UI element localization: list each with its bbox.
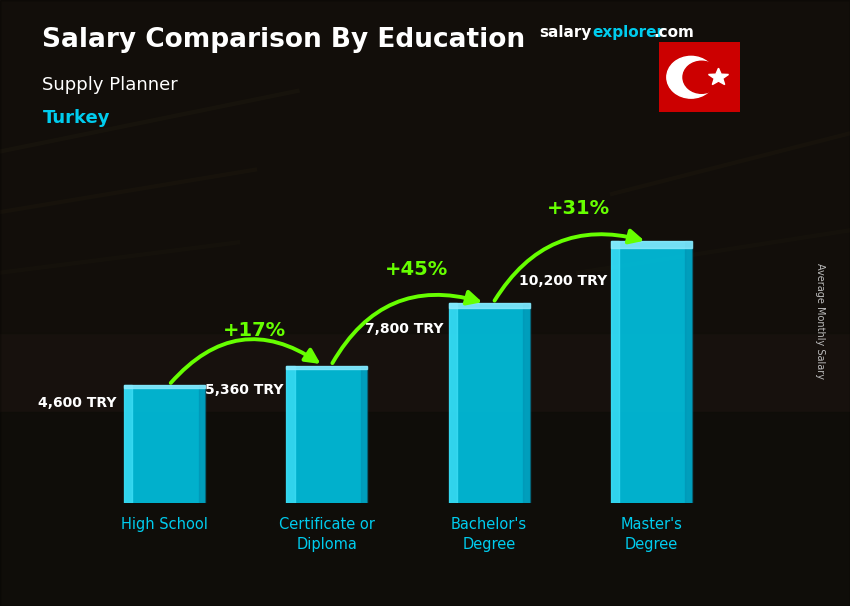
Text: +45%: +45% [384,261,448,279]
Bar [199,385,206,503]
Bar [286,365,367,369]
Text: Turkey: Turkey [42,109,110,127]
Text: Average Monthly Salary: Average Monthly Salary [815,263,825,379]
Bar [610,241,692,503]
Bar [124,385,133,503]
Text: Supply Planner: Supply Planner [42,76,178,94]
FancyArrowPatch shape [495,231,640,301]
Text: +17%: +17% [223,321,286,340]
Text: 5,360 TRY: 5,360 TRY [205,383,283,398]
Text: salary: salary [540,25,592,41]
Bar [610,241,692,248]
Bar [361,365,367,503]
Text: 4,600 TRY: 4,600 TRY [37,396,116,410]
FancyArrowPatch shape [171,339,317,383]
Bar [610,241,619,503]
Bar [124,385,206,503]
Text: .com: .com [654,25,694,41]
Bar [0,0,850,333]
Bar [449,303,456,503]
Circle shape [666,56,715,98]
Text: +31%: +31% [547,199,609,218]
Bar [286,365,295,503]
Polygon shape [709,68,728,85]
Text: 7,800 TRY: 7,800 TRY [366,322,444,336]
Bar [124,385,206,388]
Bar [449,303,530,308]
Text: 10,200 TRY: 10,200 TRY [519,274,608,288]
Bar [685,241,692,503]
Bar [449,303,530,503]
FancyArrowPatch shape [332,292,479,363]
Bar [523,303,530,503]
Text: Salary Comparison By Education: Salary Comparison By Education [42,27,525,53]
Bar [286,365,367,503]
Bar [0,412,850,606]
Circle shape [683,61,720,93]
Text: explorer: explorer [592,25,665,41]
